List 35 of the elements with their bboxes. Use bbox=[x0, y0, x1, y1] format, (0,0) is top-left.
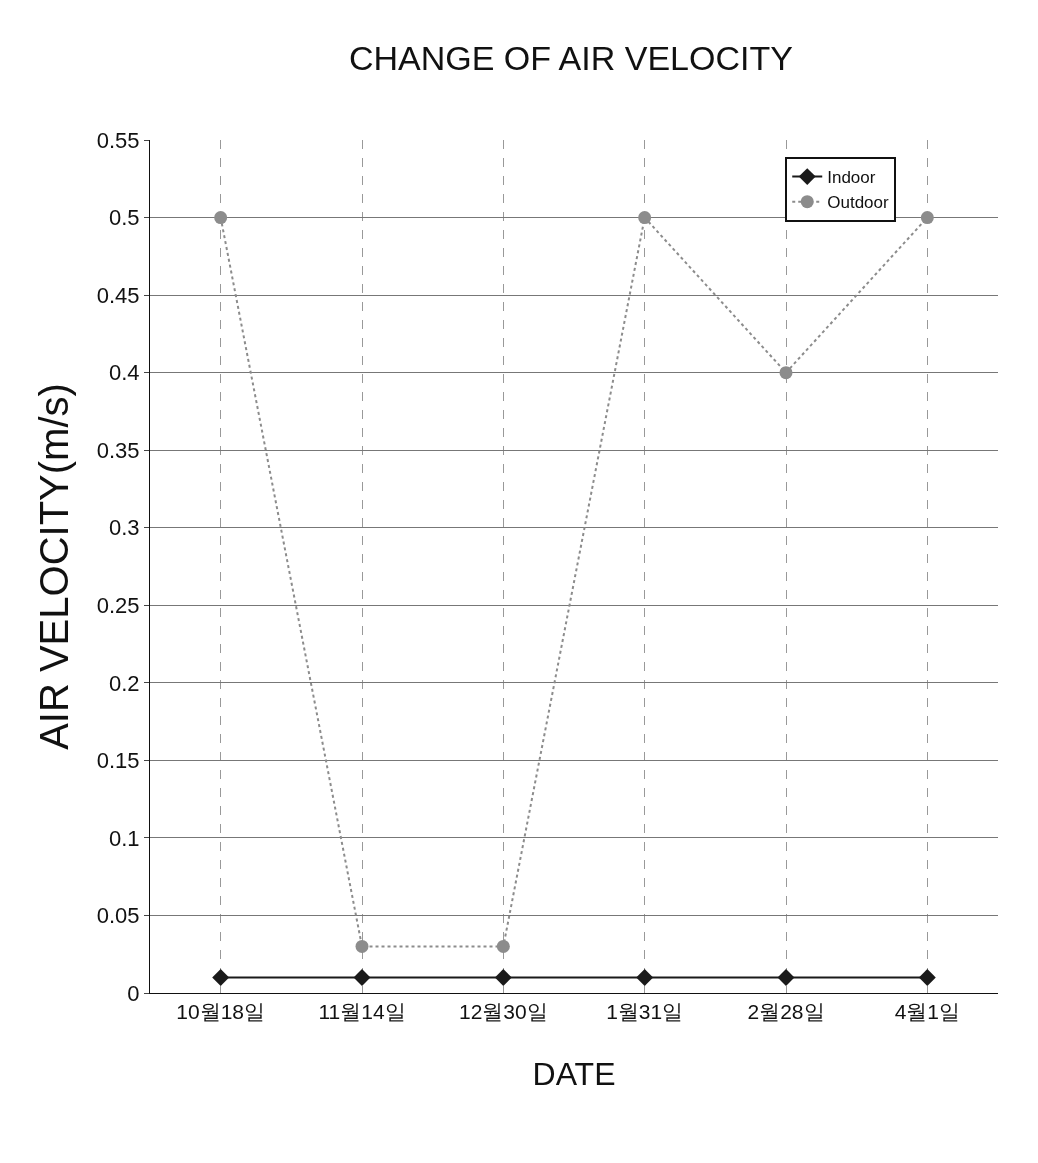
y-tick-label: 0.45 bbox=[96, 282, 140, 308]
y-tick-label: 0.3 bbox=[109, 515, 140, 541]
legend-label: Indoor bbox=[827, 168, 876, 188]
point bbox=[638, 211, 652, 225]
x-tick-label: 12월30일 bbox=[458, 1000, 548, 1024]
legend-label: Outdoor bbox=[827, 193, 889, 213]
point bbox=[777, 969, 795, 986]
point bbox=[494, 969, 512, 986]
point bbox=[355, 939, 369, 953]
y-tick-label: 0.1 bbox=[109, 825, 140, 851]
point bbox=[636, 969, 654, 986]
x-axis-title: DATE bbox=[532, 1056, 616, 1093]
point bbox=[918, 969, 936, 986]
x-tick-label: 11월14일 bbox=[318, 1000, 406, 1024]
point bbox=[212, 969, 230, 986]
y-tick-label: 0.15 bbox=[96, 748, 140, 774]
chart-title: CHANGE OF AIR VELOCITY bbox=[348, 39, 793, 78]
y-tick-label: 0.2 bbox=[109, 670, 140, 696]
x-tick-label: 1월31일 bbox=[606, 1000, 684, 1024]
point bbox=[920, 211, 934, 225]
y-tick-label: 0.5 bbox=[109, 205, 140, 231]
y-tick-label: 0.25 bbox=[96, 592, 140, 618]
point bbox=[496, 939, 510, 953]
y-tick-label: 0.05 bbox=[96, 903, 140, 929]
y-tick-label: 0.4 bbox=[109, 360, 140, 386]
y-tick-label: 0.35 bbox=[96, 437, 140, 463]
point bbox=[214, 211, 228, 225]
point bbox=[353, 969, 371, 986]
y-tick-label: 0.55 bbox=[96, 127, 140, 153]
x-tick-label: 4월1일 bbox=[894, 1000, 961, 1024]
y-axis-title: AIR VELOCITY(m/s) bbox=[32, 383, 77, 750]
x-tick-label: 2월28일 bbox=[747, 1000, 825, 1024]
x-tick-label: 10월18일 bbox=[176, 1000, 266, 1024]
point bbox=[779, 366, 793, 380]
y-tick-label: 0 bbox=[127, 980, 140, 1006]
